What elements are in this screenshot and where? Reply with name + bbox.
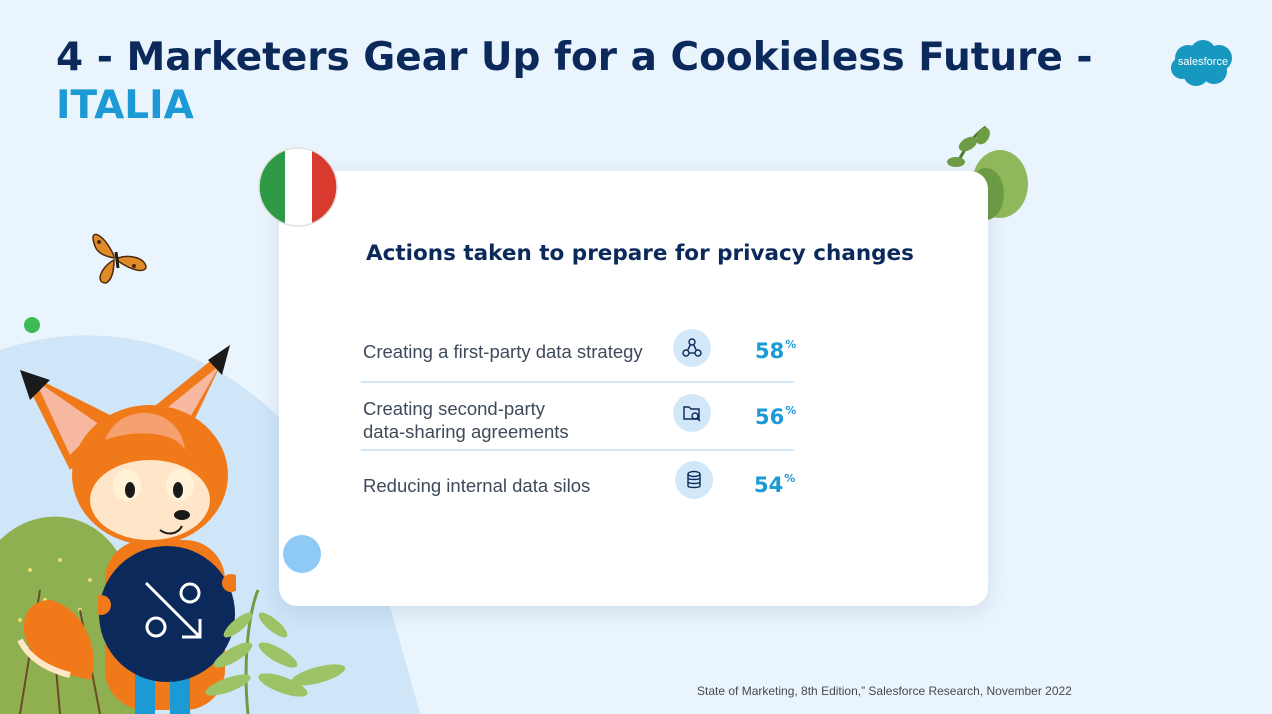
action-label: Creating second-party data-sharing agree… xyxy=(363,397,569,443)
row-divider xyxy=(361,381,794,383)
percent-decrease-badge-icon xyxy=(98,546,236,682)
percent-unit: % xyxy=(785,404,797,417)
folder-search-icon xyxy=(673,394,711,432)
action-percentage: 58% xyxy=(755,338,797,363)
action-value: 54 xyxy=(754,473,784,497)
card-title: Actions taken to prepare for privacy cha… xyxy=(366,241,914,266)
database-icon xyxy=(675,461,713,499)
blue-dot-decoration xyxy=(283,535,321,573)
slide-title-country: ITALIA xyxy=(56,83,194,128)
action-label-line2: data-sharing agreements xyxy=(363,421,569,442)
content-card: Actions taken to prepare for privacy cha… xyxy=(279,171,988,606)
action-row-second-party: Creating second-party data-sharing agree… xyxy=(363,394,797,443)
action-value: 58 xyxy=(755,339,785,363)
network-nodes-icon xyxy=(673,329,711,367)
butterfly-icon xyxy=(92,233,147,284)
row-divider xyxy=(361,449,794,451)
salesforce-logo: salesforce xyxy=(1171,40,1232,86)
action-label-line1: Creating second-party xyxy=(363,398,546,419)
action-value: 56 xyxy=(755,405,785,429)
action-label: Reducing internal data silos xyxy=(363,475,591,496)
slide-title-line1: 4 - Marketers Gear Up for a Cookieless F… xyxy=(56,35,1093,80)
percent-unit: % xyxy=(785,338,797,351)
action-percentage: 56% xyxy=(755,404,797,429)
salesforce-logo-text: salesforce xyxy=(1178,56,1228,68)
action-row-data-silos: Reducing internal data silos 54% xyxy=(363,461,796,501)
fern-decoration xyxy=(205,589,346,714)
action-label: Creating a first-party data strategy xyxy=(363,341,643,362)
action-row-first-party: Creating a first-party data strategy 58% xyxy=(363,328,796,374)
italy-flag-icon xyxy=(258,147,338,227)
percent-unit: % xyxy=(784,472,796,485)
action-percentage: 54% xyxy=(754,472,796,497)
slide-title: 4 - Marketers Gear Up for a Cookieless F… xyxy=(56,34,1093,130)
source-citation: State of Marketing, 8th Edition,” Salesf… xyxy=(697,684,1072,698)
green-dot-decoration xyxy=(24,317,40,333)
